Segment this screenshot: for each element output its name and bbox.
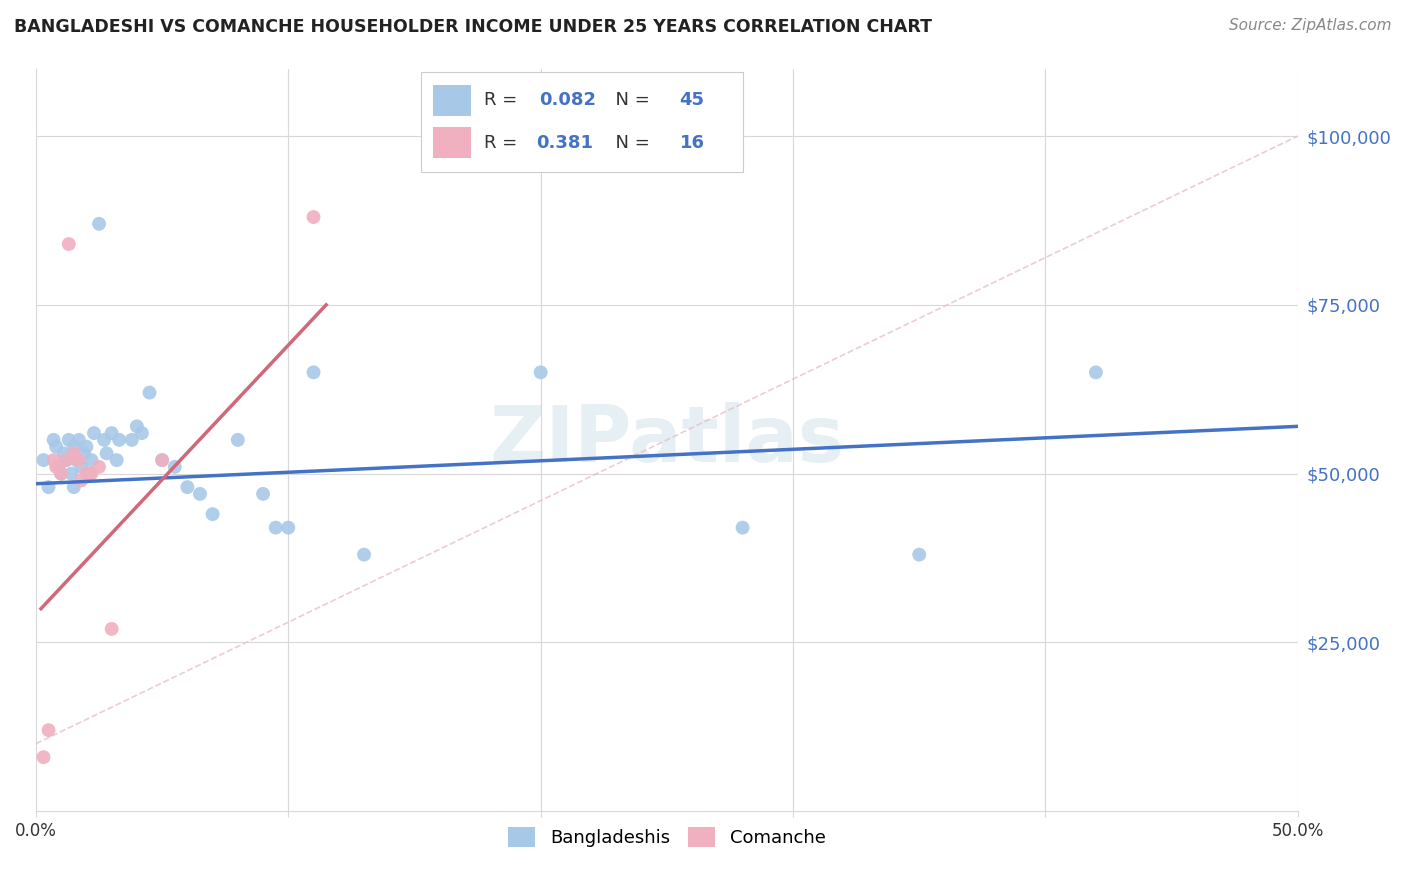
Text: Source: ZipAtlas.com: Source: ZipAtlas.com — [1229, 18, 1392, 33]
Point — [93, 433, 115, 447]
Bar — [433, 128, 471, 159]
Point — [62, 446, 84, 460]
Point — [731, 521, 754, 535]
Text: N =: N = — [603, 92, 655, 110]
Point — [201, 507, 224, 521]
Point — [150, 453, 173, 467]
Point — [100, 426, 122, 441]
Point — [80, 467, 103, 481]
Point — [70, 474, 93, 488]
Point — [51, 467, 73, 481]
Point — [42, 453, 65, 467]
Point — [51, 467, 73, 481]
Point — [163, 459, 186, 474]
Point — [87, 459, 110, 474]
Point — [188, 487, 211, 501]
Point — [45, 440, 67, 454]
Point — [48, 459, 70, 474]
Point — [58, 237, 80, 252]
Point — [121, 433, 143, 447]
Point — [55, 453, 77, 467]
Point — [45, 459, 67, 474]
Point — [252, 487, 274, 501]
Point — [62, 480, 84, 494]
Point — [67, 453, 90, 467]
Point — [70, 459, 93, 474]
FancyBboxPatch shape — [420, 72, 742, 172]
Text: R =: R = — [484, 92, 523, 110]
Point — [73, 446, 96, 460]
Text: N =: N = — [603, 134, 655, 152]
Text: 16: 16 — [679, 134, 704, 152]
Point — [60, 467, 83, 481]
Point — [105, 453, 128, 467]
Point — [176, 480, 198, 494]
Point — [75, 440, 97, 454]
Point — [131, 426, 153, 441]
Point — [908, 548, 931, 562]
Point — [38, 480, 60, 494]
Point — [38, 723, 60, 738]
Text: R =: R = — [484, 134, 523, 152]
Point — [42, 433, 65, 447]
Point — [138, 385, 160, 400]
Point — [277, 521, 299, 535]
Point — [55, 453, 77, 467]
Point — [83, 426, 105, 441]
Point — [302, 365, 325, 379]
Point — [226, 433, 249, 447]
Point — [87, 217, 110, 231]
Point — [80, 453, 103, 467]
Point — [58, 433, 80, 447]
Point — [1084, 365, 1107, 379]
Bar — [433, 85, 471, 116]
Point — [32, 750, 55, 764]
Point — [32, 453, 55, 467]
Point — [96, 446, 118, 460]
Text: 45: 45 — [679, 92, 704, 110]
Point — [65, 453, 87, 467]
Point — [108, 433, 131, 447]
Point — [264, 521, 287, 535]
Point — [150, 453, 173, 467]
Point — [302, 210, 325, 224]
Point — [62, 440, 84, 454]
Point — [530, 365, 553, 379]
Point — [52, 446, 75, 460]
Point — [353, 548, 375, 562]
Point — [100, 622, 122, 636]
Point — [75, 467, 97, 481]
Point — [125, 419, 148, 434]
Text: 0.082: 0.082 — [540, 92, 596, 110]
Text: 0.381: 0.381 — [536, 134, 593, 152]
Legend: Bangladeshis, Comanche: Bangladeshis, Comanche — [501, 820, 832, 855]
Point — [77, 467, 100, 481]
Text: ZIPatlas: ZIPatlas — [489, 402, 845, 478]
Text: BANGLADESHI VS COMANCHE HOUSEHOLDER INCOME UNDER 25 YEARS CORRELATION CHART: BANGLADESHI VS COMANCHE HOUSEHOLDER INCO… — [14, 18, 932, 36]
Point — [67, 433, 90, 447]
